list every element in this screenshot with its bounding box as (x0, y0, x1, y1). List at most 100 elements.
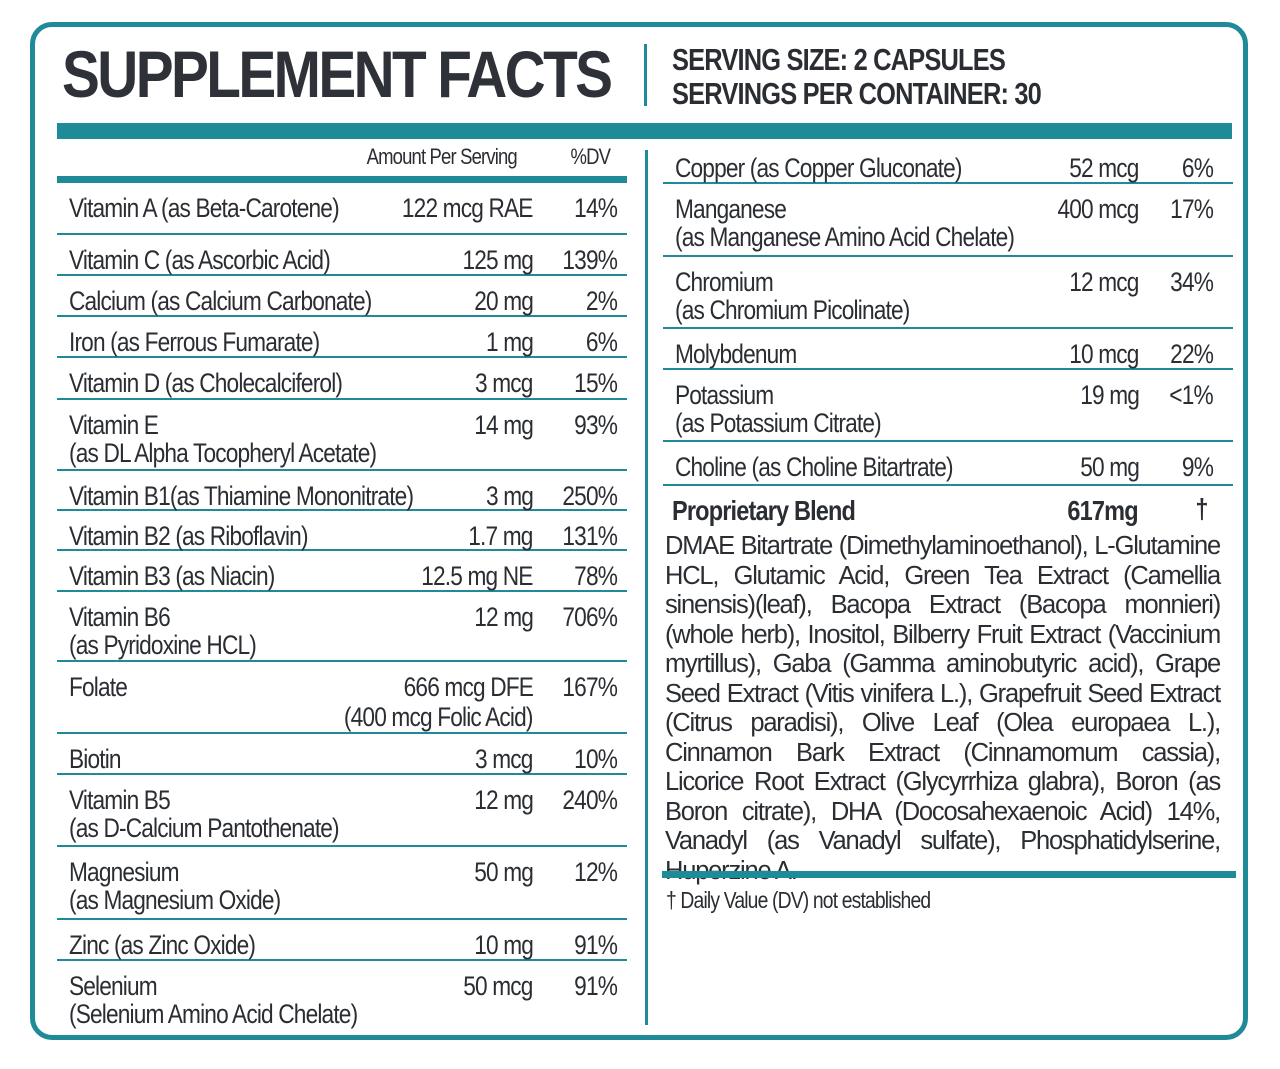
nutrient-amount: 125 mg (462, 245, 533, 275)
nutrient-amount: 12 mg (474, 785, 534, 815)
column-divider (645, 150, 648, 1025)
nutrient-amount: 12 mg (474, 602, 534, 632)
nutrient-amount: 3 mcg (475, 744, 533, 774)
nutrient-name: (as D-Calcium Pantothenate) (69, 813, 340, 843)
servings-per-container: SERVINGS PER CONTAINER: 30 (672, 76, 1042, 111)
nutrient-row: Biotin 3 mcg 10% (57, 734, 627, 775)
nutrient-dv: 93% (574, 410, 618, 440)
nutrient-name: Vitamin D (as Cholecalciferol) (69, 368, 343, 398)
nutrient-name: (as Manganese Amino Acid Chelate) (675, 222, 1015, 252)
nutrient-name: Folate (69, 672, 128, 702)
dv-column-header: %DV (570, 144, 610, 169)
nutrient-dv: 6% (585, 327, 618, 357)
nutrient-row: Manganese (as Manganese Amino Acid Chelat… (663, 184, 1233, 257)
footnote: † Daily Value (DV) not established (666, 887, 931, 913)
nutrient-dv: 9% (1181, 452, 1214, 482)
nutrient-row: Molybdenum 10 mcg 22% (663, 329, 1233, 370)
nutrient-name: Magnesium (69, 857, 180, 887)
nutrient-row: Magnesium (as Magnesium Oxide) 50 mg 12% (57, 847, 627, 920)
nutrient-name: Vitamin C (as Ascorbic Acid) (69, 245, 331, 275)
nutrient-amount: 50 mcg (463, 971, 534, 1001)
nutrient-amount: 10 mcg (1069, 339, 1140, 369)
nutrient-row: Copper (as Copper Gluconate) 52 mcg 6% (663, 143, 1233, 184)
header-bar (57, 123, 1232, 139)
nutrient-name: Vitamin E (69, 410, 159, 440)
nutrient-dv: 14% (574, 193, 618, 223)
nutrient-dv: 131% (562, 521, 617, 551)
nutrient-name: Vitamin B3 (as Niacin) (69, 561, 275, 591)
nutrient-name: Calcium (as Calcium Carbonate) (69, 286, 372, 316)
nutrient-amount: 3 mg (485, 481, 534, 511)
nutrient-dv: 2% (585, 286, 618, 316)
nutrient-name: Vitamin B1(as Thiamine Mononitrate) (69, 481, 414, 511)
nutrient-dv: 250% (562, 481, 617, 511)
nutrient-amount: 20 mg (474, 286, 534, 316)
nutrient-dv: 17% (1170, 194, 1214, 224)
footer-bar (662, 871, 1236, 878)
nutrient-name: Zinc (as Zinc Oxide) (69, 930, 256, 960)
nutrient-amount: 50 mg (474, 857, 534, 887)
nutrient-row: Calcium (as Calcium Carbonate) 20 mg 2% (57, 276, 627, 317)
nutrient-amount: 52 mcg (1069, 153, 1140, 183)
nutrient-name: Vitamin B2 (as Riboflavin) (69, 521, 309, 551)
nutrient-amount: 10 mg (474, 930, 534, 960)
nutrient-amount: 14 mg (474, 410, 534, 440)
nutrient-row: Vitamin D (as Cholecalciferol) 3 mcg 15% (57, 358, 627, 400)
blend-amount: 617mg (1067, 495, 1139, 526)
nutrient-dv: 240% (562, 785, 617, 815)
nutrient-name: Choline (as Choline Bitartrate) (675, 452, 954, 482)
nutrient-amount: 12.5 mg NE (421, 561, 534, 591)
blend-dv: † (1195, 493, 1209, 524)
header-divider (644, 44, 647, 106)
nutrient-name: Vitamin B6 (69, 602, 171, 632)
nutrient-row: Zinc (as Zinc Oxide) 10 mg 91% (57, 920, 627, 961)
nutrient-name: (Selenium Amino Acid Chelate) (69, 999, 358, 1029)
nutrient-dv: 34% (1170, 267, 1214, 297)
blend-ingredients: DMAE Bitartrate (Dimethylaminoethanol), … (665, 532, 1221, 885)
nutrient-row: Vitamin E (as DL Alpha Tocopheryl Acetate… (57, 400, 627, 471)
nutrient-name: Iron (as Ferrous Fumarate) (69, 327, 320, 357)
nutrient-amount: 1 mg (485, 327, 534, 357)
nutrient-dv: 139% (562, 245, 617, 275)
nutrient-dv: 78% (574, 561, 618, 591)
nutrient-dv: 91% (574, 971, 618, 1001)
nutrient-amount: 3 mcg (475, 368, 533, 398)
nutrient-name: Biotin (69, 744, 122, 774)
nutrient-dv: 167% (562, 672, 617, 702)
column-header-bar (57, 176, 627, 183)
label-border (30, 22, 1248, 1040)
nutrient-amount: 666 mcg DFE (403, 672, 534, 702)
nutrient-dv: 706% (562, 602, 617, 632)
blend-name: Proprietary Blend (672, 495, 856, 526)
nutrient-row: Vitamin B2 (as Riboflavin) 1.7 mg 131% (57, 511, 627, 551)
serving-size: SERVING SIZE: 2 CAPSULES (672, 42, 1006, 77)
nutrient-row: Potassium (as Potassium Citrate) 19 mg <1% (663, 370, 1233, 442)
nutrient-dv: <1% (1169, 380, 1213, 410)
nutrient-amount: 400 mcg (1057, 194, 1140, 224)
nutrient-name: (as Potassium Citrate) (675, 408, 882, 438)
nutrient-amount: 12 mcg (1069, 267, 1140, 297)
nutrient-row: Chromium (as Chromium Picolinate) 12 mcg 34… (663, 257, 1233, 329)
nutrient-dv: 10% (574, 744, 618, 774)
nutrient-amount: 122 mcg RAE (402, 193, 534, 223)
nutrient-name: Vitamin A (as Beta-Carotene) (69, 193, 340, 223)
nutrient-row: Vitamin A (as Beta-Carotene) 122 mcg RAE 1… (57, 183, 627, 235)
nutrient-amount: 50 mg (1080, 452, 1140, 482)
nutrient-row: Folate 666 mcg DFE (400 mcg Folic Acid) 167… (57, 662, 627, 734)
nutrient-row: Choline (as Choline Bitartrate) 50 mg 9% (663, 442, 1233, 486)
nutrient-name: Selenium (69, 971, 158, 1001)
nutrient-dv: 15% (574, 368, 618, 398)
nutrient-name: Vitamin B5 (69, 785, 171, 815)
nutrient-row: Vitamin B3 (as Niacin) 12.5 mg NE 78% (57, 551, 627, 592)
nutrient-amount: 19 mg (1080, 380, 1140, 410)
nutrient-dv: 22% (1170, 339, 1214, 369)
nutrient-name: (as Pyridoxine HCL) (69, 630, 257, 660)
nutrient-row: Vitamin B5 (as D-Calcium Pantothenate) 12 … (57, 775, 627, 847)
label-title: SUPPLEMENT FACTS (62, 37, 613, 111)
nutrient-name: Potassium (675, 380, 774, 410)
nutrient-row: Vitamin B1(as Thiamine Mononitrate) 3 mg 2… (57, 471, 627, 511)
amount-column-header: Amount Per Serving (366, 144, 518, 169)
nutrient-row: Selenium (Selenium Amino Acid Chelate) 50 … (57, 961, 627, 1035)
nutrient-name: Chromium (675, 267, 774, 297)
nutrient-dv: 12% (574, 857, 618, 887)
